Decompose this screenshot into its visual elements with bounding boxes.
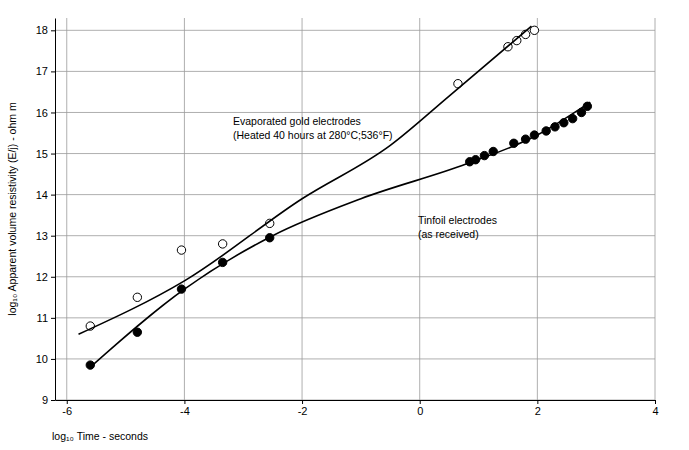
tick: 12 <box>36 271 55 283</box>
annotation: Evaporated gold electrodes <box>233 115 361 127</box>
curve <box>90 102 590 367</box>
grid-line <box>655 18 656 400</box>
grid-line <box>55 276 655 277</box>
grid-line <box>419 18 420 400</box>
grid-line <box>55 358 655 359</box>
tick-mark <box>51 236 55 237</box>
y-axis: 9 10 11 12 13 14 15 16 17 18 <box>36 19 56 407</box>
tick-label: 11 <box>37 312 48 324</box>
grid-line <box>537 18 538 400</box>
tick: 2 <box>535 400 541 417</box>
tick-label: 12 <box>36 271 48 283</box>
x-axis-title: log₁₀ Time - seconds <box>52 430 148 442</box>
tick-label: 13 <box>36 230 48 242</box>
tick-label: -6 <box>62 405 72 417</box>
grid-line <box>55 194 655 195</box>
plot: -6 -4 -2 0 2 4 9 10 11 12 13 14 15 16 17 18 Evaporated g… <box>36 18 659 417</box>
grid-line <box>66 18 67 400</box>
tick-mark <box>184 400 185 404</box>
tick: 14 <box>36 189 55 201</box>
tick: -2 <box>298 400 308 417</box>
tick-label: 18 <box>36 24 48 36</box>
tick-mark <box>302 400 303 404</box>
tick-label: 16 <box>36 106 48 118</box>
point <box>218 240 226 248</box>
tick-mark <box>51 318 55 319</box>
tick-mark <box>51 359 55 360</box>
tick-mark <box>537 400 538 404</box>
grid-line <box>55 235 655 236</box>
tick-label: -4 <box>180 405 190 417</box>
grid-line <box>302 18 303 400</box>
tick: -6 <box>62 400 72 417</box>
axis-line <box>55 19 56 401</box>
tick-label: 10 <box>36 353 48 365</box>
tick-mark <box>51 71 55 72</box>
grid-line <box>55 71 655 72</box>
annotation: (Heated 40 hours at 280°C;536°F) <box>233 129 393 141</box>
tick-mark <box>420 400 421 404</box>
annotation: (as received) <box>418 228 479 240</box>
tick: 18 <box>36 24 55 36</box>
tick-label: 14 <box>36 189 48 201</box>
grid-line <box>184 18 185 400</box>
tick-mark <box>67 400 68 404</box>
tick-mark <box>51 400 55 401</box>
tick-label: -2 <box>298 405 308 417</box>
tick-mark <box>51 30 55 31</box>
tick-label: 2 <box>535 405 541 417</box>
tick: 9 <box>42 394 55 406</box>
tick: 11 <box>37 312 55 324</box>
x-axis: -6 -4 -2 0 2 4 <box>56 400 659 417</box>
grid-line <box>55 400 655 401</box>
tick-mark <box>51 154 55 155</box>
data <box>79 26 592 369</box>
tick-mark <box>51 112 55 113</box>
tick-mark <box>51 195 55 196</box>
tick-label: 0 <box>417 405 423 417</box>
grid <box>55 18 655 400</box>
tick: 0 <box>417 400 423 417</box>
axis-line <box>56 400 656 401</box>
point <box>133 293 141 301</box>
grid-line <box>55 153 655 154</box>
point <box>530 26 538 34</box>
tick: 13 <box>36 230 55 242</box>
tick-label: 17 <box>36 65 48 77</box>
grid-line <box>55 317 655 318</box>
tick: 16 <box>36 106 55 118</box>
tick: 4 <box>652 400 658 417</box>
tick: 10 <box>36 353 55 365</box>
tick-label: 15 <box>36 148 48 160</box>
chart: -6 -4 -2 0 2 4 9 10 11 12 13 14 15 16 17 18 Evaporated g… <box>0 0 689 450</box>
tick: 17 <box>36 65 55 77</box>
tick: 15 <box>36 148 55 160</box>
annotation: Tinfoil electrodes <box>418 214 497 226</box>
tick-label: 4 <box>652 405 658 417</box>
tick-mark <box>655 400 656 404</box>
y-axis-title: log₁₀ Apparent volume resistivity (E/j) … <box>6 102 18 316</box>
tick: -4 <box>180 400 190 417</box>
point <box>177 246 185 254</box>
grid-line <box>55 112 655 113</box>
tick-label: 9 <box>42 394 48 406</box>
curve <box>79 26 532 334</box>
tick-mark <box>51 277 55 278</box>
grid-line <box>55 30 655 31</box>
